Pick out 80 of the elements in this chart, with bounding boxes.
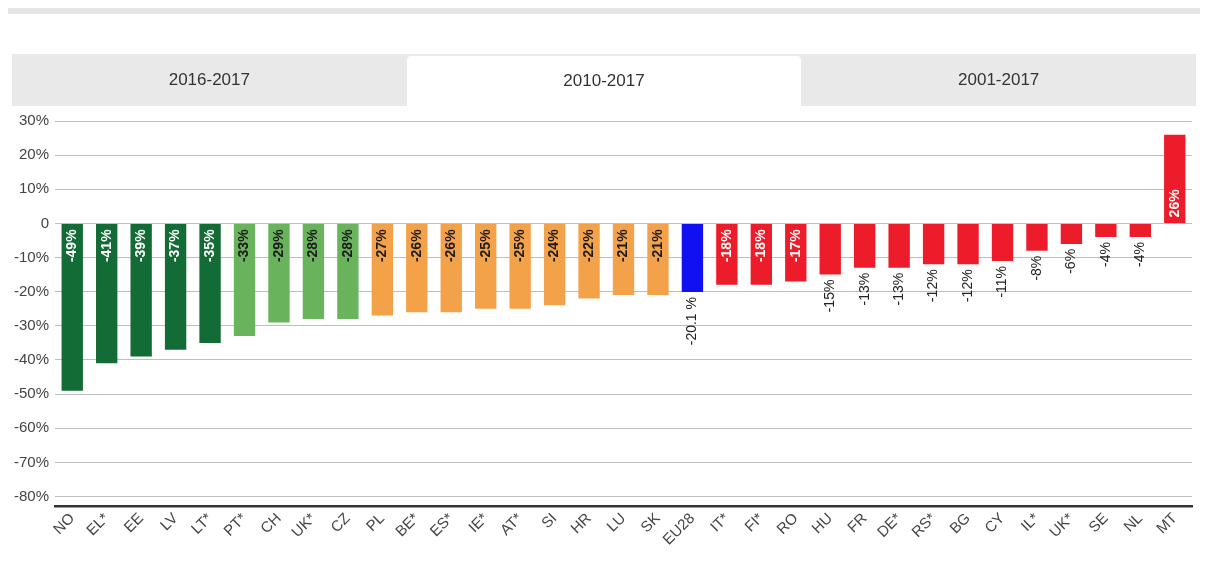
text: 2010-2017 <box>406 56 802 106</box>
x-tick-label: IT* <box>706 509 733 535</box>
x-tick-label: HU <box>807 509 836 537</box>
x-tick-label: HR <box>566 509 595 537</box>
x-tick-label: RS* <box>907 509 939 541</box>
x-tick-label: CZ <box>326 509 353 536</box>
text: 2001-2017 <box>957 69 1041 91</box>
y-tick-label: -40% <box>13 350 50 368</box>
data-label: -18% <box>752 228 769 263</box>
x-tick-label: SI <box>537 509 560 532</box>
data-label: -35% <box>200 228 217 263</box>
data-label: -28% <box>304 228 321 263</box>
data-label: -4% <box>1131 242 1148 267</box>
x-tick-label: EL* <box>82 509 112 539</box>
y-tick-label: -50% <box>13 384 50 402</box>
data-label: -24% <box>545 228 562 263</box>
x-tick-label: IL* <box>1017 509 1043 535</box>
x-tick-label: UK* <box>1045 509 1077 541</box>
data-label: -15% <box>821 279 838 313</box>
data-label: -11% <box>993 265 1010 298</box>
x-tick-label: DE* <box>873 509 905 541</box>
x-tick-label: RO <box>772 509 801 538</box>
y-tick-label: -20% <box>13 281 50 299</box>
x-tick-label: BG <box>945 509 974 537</box>
x-tick-label: CY <box>980 509 1008 536</box>
x-tick-label: LT* <box>187 509 216 537</box>
y-tick-label: 20% <box>18 145 50 163</box>
x-tick-label: LU <box>602 509 629 535</box>
y-tick-label: -60% <box>13 418 50 436</box>
data-label: -22% <box>579 228 596 263</box>
y-tick-label: 10% <box>18 179 50 197</box>
data-label: -27% <box>373 228 390 263</box>
data-label: -13% <box>855 272 872 306</box>
data-label: -6% <box>1062 248 1079 274</box>
text: 2016-2017 <box>167 69 251 91</box>
data-label: -18% <box>717 228 734 263</box>
data-label: -20.1 % <box>683 297 700 346</box>
x-tick-label: FI* <box>740 509 767 535</box>
data-label: -39% <box>132 228 149 263</box>
x-tick-label: SE <box>1084 509 1111 536</box>
x-tick-label: ES* <box>425 509 457 540</box>
x-tick-label: FR <box>843 509 870 536</box>
data-label: -33% <box>235 228 252 263</box>
y-tick-label: -10% <box>13 247 50 265</box>
data-label: -25% <box>476 228 493 263</box>
data-label: -26% <box>442 228 459 263</box>
x-tick-label: EE <box>120 509 147 536</box>
x-tick-label: PT* <box>219 509 250 539</box>
x-tick-label: SK <box>636 509 664 536</box>
x-tick-label: IE* <box>464 509 491 536</box>
data-label: -49% <box>63 228 80 263</box>
data-label: -4% <box>1096 242 1113 267</box>
y-tick-label: -80% <box>13 486 50 504</box>
data-label: -28% <box>338 228 355 263</box>
data-label: 26% <box>1165 188 1182 218</box>
data-label: -41% <box>97 228 114 263</box>
data-label: -12% <box>958 269 975 303</box>
x-tick-label: BE* <box>391 509 422 540</box>
data-label: -17% <box>786 228 803 263</box>
data-label: -21% <box>614 228 631 263</box>
data-label: -8% <box>1027 255 1044 281</box>
x-tick-label: LV <box>156 509 181 534</box>
data-label: -37% <box>166 228 183 263</box>
data-label: -13% <box>890 272 906 306</box>
x-tick-label: PL <box>362 509 388 535</box>
x-tick-label: CH <box>256 509 285 537</box>
data-label: -25% <box>511 228 528 263</box>
data-label: -12% <box>924 269 941 303</box>
x-tick-label: UK* <box>287 509 319 541</box>
data-label: -21% <box>648 228 665 263</box>
x-tick-label: NO <box>49 509 78 538</box>
y-tick-label: -30% <box>13 315 50 333</box>
y-tick-label: -70% <box>13 452 50 470</box>
x-tick-label: MT <box>1152 509 1180 537</box>
x-tick-label: NL <box>1119 509 1146 535</box>
data-label: -29% <box>269 228 286 263</box>
data-label: -26% <box>407 228 424 263</box>
x-tick-label: AT* <box>496 509 526 539</box>
y-tick-label: 30% <box>18 111 50 129</box>
y-tick-label: 0 <box>40 213 50 231</box>
